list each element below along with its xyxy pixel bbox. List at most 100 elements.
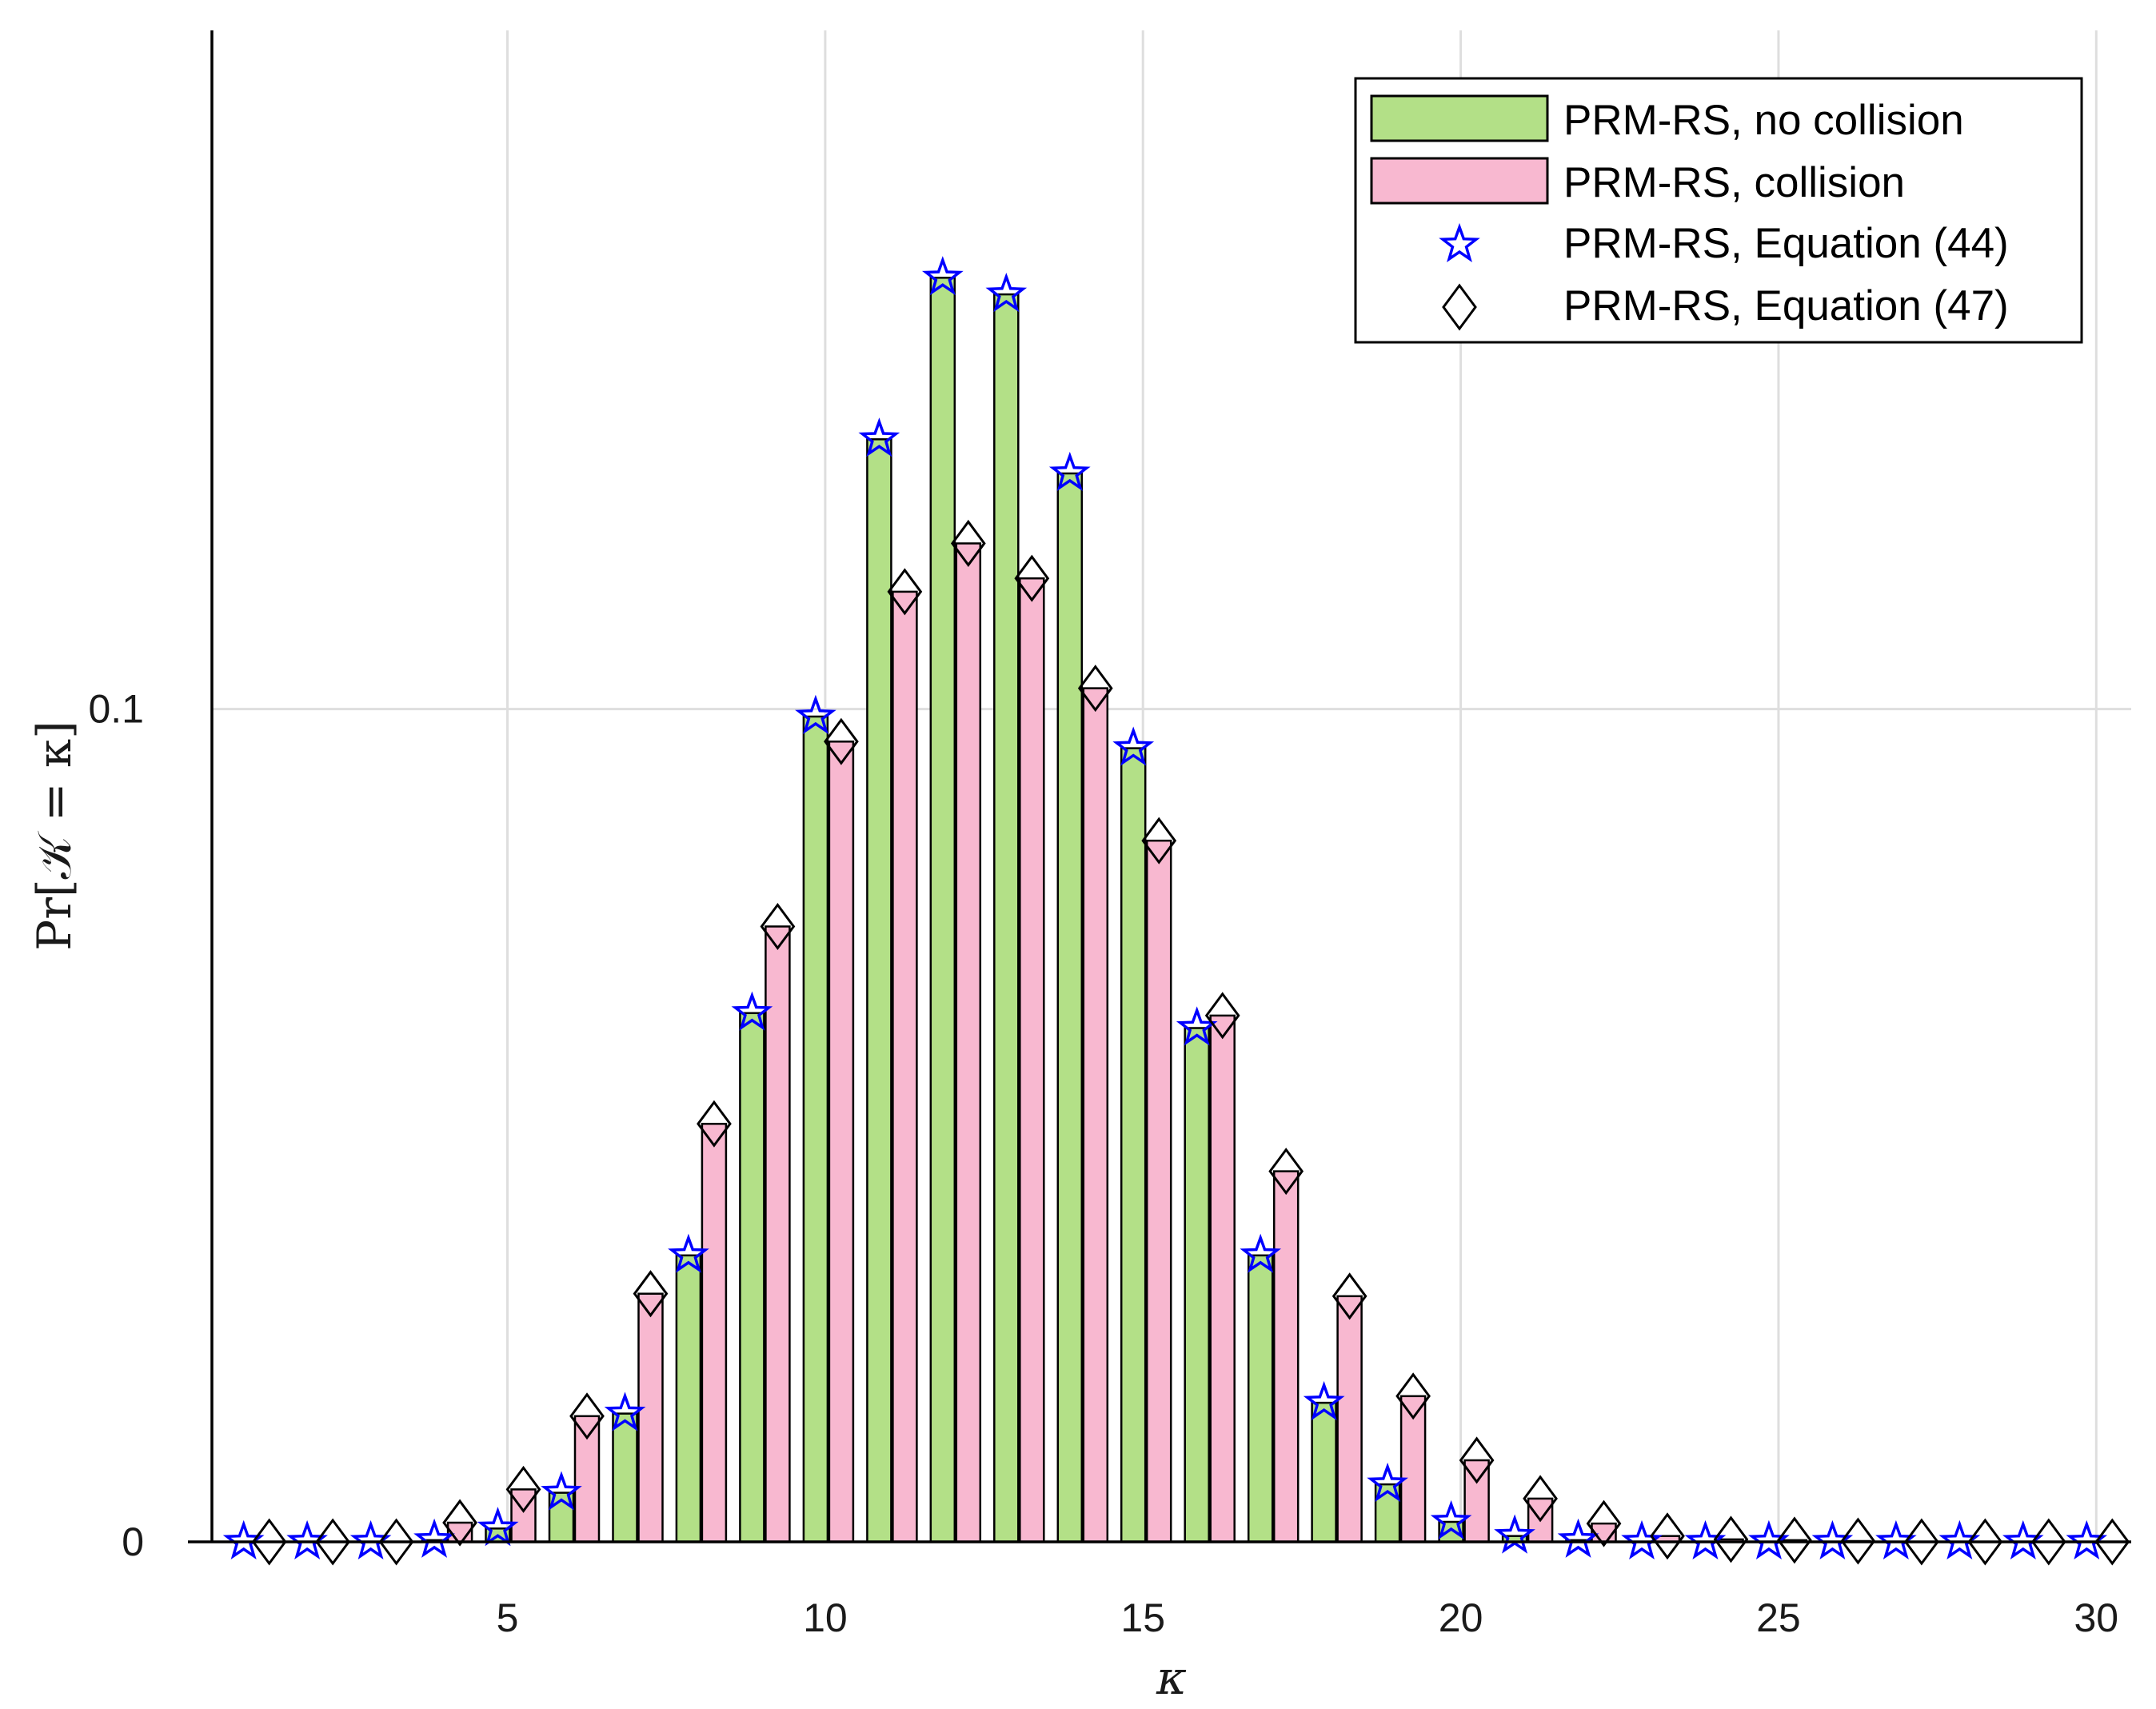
bar-collision: [955, 542, 982, 1543]
diamond-marker: [2030, 1518, 2066, 1566]
diamond-marker: [315, 1518, 350, 1566]
diamond-marker: [1077, 665, 1113, 713]
bar-collision: [1336, 1295, 1363, 1543]
bar-collision: [1145, 839, 1172, 1543]
bar-no-collision: [1184, 1027, 1210, 1543]
diamond-marker: [697, 1100, 732, 1148]
bar-no-collision: [675, 1254, 702, 1543]
star-marker: [795, 694, 836, 735]
diamond-marker: [1332, 1272, 1367, 1320]
bar-no-collision: [993, 293, 1020, 1543]
star-marker: [921, 256, 964, 296]
legend-label-eq44: PRM-RS, Equation (44): [1563, 220, 2009, 267]
diamond-marker: [378, 1518, 414, 1566]
bar-collision: [892, 590, 918, 1543]
diamond-marker: [1268, 1148, 1304, 1196]
star-marker: [541, 1471, 582, 1511]
x-tick-label: 15: [1120, 1595, 1165, 1640]
diamond-marker: [1840, 1517, 1876, 1565]
diamond-marker: [569, 1392, 605, 1440]
diamond-marker: [1459, 1436, 1495, 1484]
bar-collision: [1272, 1170, 1300, 1543]
bar-no-collision: [1311, 1401, 1337, 1543]
y-tick-label: 0.1: [88, 687, 144, 732]
star-marker: [1621, 1519, 1663, 1559]
tick-labels: 5 10 15 20 25 30 0 0.1: [88, 687, 2118, 1640]
legend-swatch-collision: [1370, 157, 1549, 205]
legend-label-collision: PRM-RS, collision: [1563, 159, 1905, 206]
star-marker: [985, 272, 1028, 313]
bar-no-collision: [929, 277, 956, 1543]
bar-collision: [828, 741, 855, 1543]
bar-collision: [510, 1488, 537, 1543]
star-marker: [1240, 1233, 1282, 1273]
diamond-marker: [1586, 1499, 1622, 1547]
legend-diamond-marker: [1442, 283, 1477, 331]
bar-collision: [573, 1415, 601, 1543]
diamond-marker: [824, 717, 859, 765]
diamond-marker: [1713, 1515, 1749, 1563]
axes: [188, 30, 2131, 1543]
diamond-marker: [1904, 1518, 1939, 1566]
x-tick-label: 30: [2074, 1595, 2118, 1640]
legend-swatch-no-collision: [1370, 94, 1549, 142]
star-marker: [1557, 1518, 1599, 1558]
bar-collision: [637, 1292, 664, 1543]
diamond-marker: [760, 902, 796, 950]
legend-label-eq47: PRM-RS, Equation (47): [1563, 282, 2009, 329]
x-tick-label: 5: [497, 1595, 519, 1640]
bar-collision: [1209, 1014, 1236, 1543]
y-tick-label: 0: [122, 1519, 144, 1564]
legend-diamond-icon: [1442, 283, 1477, 331]
diamond-marker: [1395, 1372, 1431, 1420]
diamond-marker: [1523, 1475, 1558, 1523]
diamond-marker: [887, 568, 923, 616]
y-axis-label: Pr[𝒦 = κ]: [27, 721, 82, 951]
star-marker: [1112, 726, 1155, 766]
star-marker: [1748, 1519, 1790, 1560]
diamond-marker: [1777, 1516, 1812, 1564]
star-marker: [858, 417, 900, 457]
star-marker: [604, 1392, 646, 1431]
star-marker: [413, 1518, 455, 1558]
diamond-marker: [1141, 817, 1177, 864]
bar-no-collision: [802, 715, 829, 1543]
diamond-marker: [505, 1465, 541, 1513]
diamond-marker: [1967, 1518, 2003, 1566]
star-marker: [1430, 1499, 1472, 1540]
diamond-marker: [442, 1499, 477, 1547]
legend-box: [1354, 77, 2083, 344]
star-marker: [1048, 451, 1091, 492]
bar-no-collision: [1247, 1254, 1274, 1543]
bar-collision: [701, 1123, 728, 1543]
diamond-marker: [251, 1518, 287, 1566]
star-marker: [1176, 1006, 1218, 1046]
x-tick-label: 25: [1756, 1595, 1801, 1640]
star-marker: [668, 1233, 709, 1273]
star-marker: [1494, 1514, 1535, 1554]
bar-no-collision: [1056, 472, 1084, 1543]
legend-star-marker: [1439, 222, 1480, 262]
diamond-marker: [2094, 1518, 2130, 1566]
bar-no-collision: [1120, 747, 1147, 1543]
bar-no-collision: [739, 1012, 765, 1543]
star-marker: [477, 1507, 519, 1547]
diamond-marker: [1204, 992, 1240, 1040]
legend: PRM-RS, no collision PRM-RS, collision P…: [1354, 77, 2083, 344]
star-marker: [1684, 1519, 1727, 1560]
bar-no-collision: [866, 438, 892, 1543]
diamond-marker: [1650, 1512, 1685, 1560]
x-tick-label: 20: [1439, 1595, 1483, 1640]
markers: [222, 256, 2130, 1566]
star-marker: [731, 991, 773, 1031]
diamond-marker: [1014, 554, 1050, 602]
legend-label-no-collision: PRM-RS, no collision: [1563, 97, 1964, 144]
star-marker: [1367, 1462, 1408, 1503]
x-axis-label: κ: [1156, 1651, 1187, 1705]
legend-star-icon: [1439, 222, 1480, 262]
x-tick-label: 10: [803, 1595, 848, 1640]
bar-no-collision: [612, 1412, 638, 1543]
bar-collision: [765, 925, 791, 1543]
bars: [421, 277, 1871, 1543]
star-marker: [1303, 1380, 1345, 1421]
